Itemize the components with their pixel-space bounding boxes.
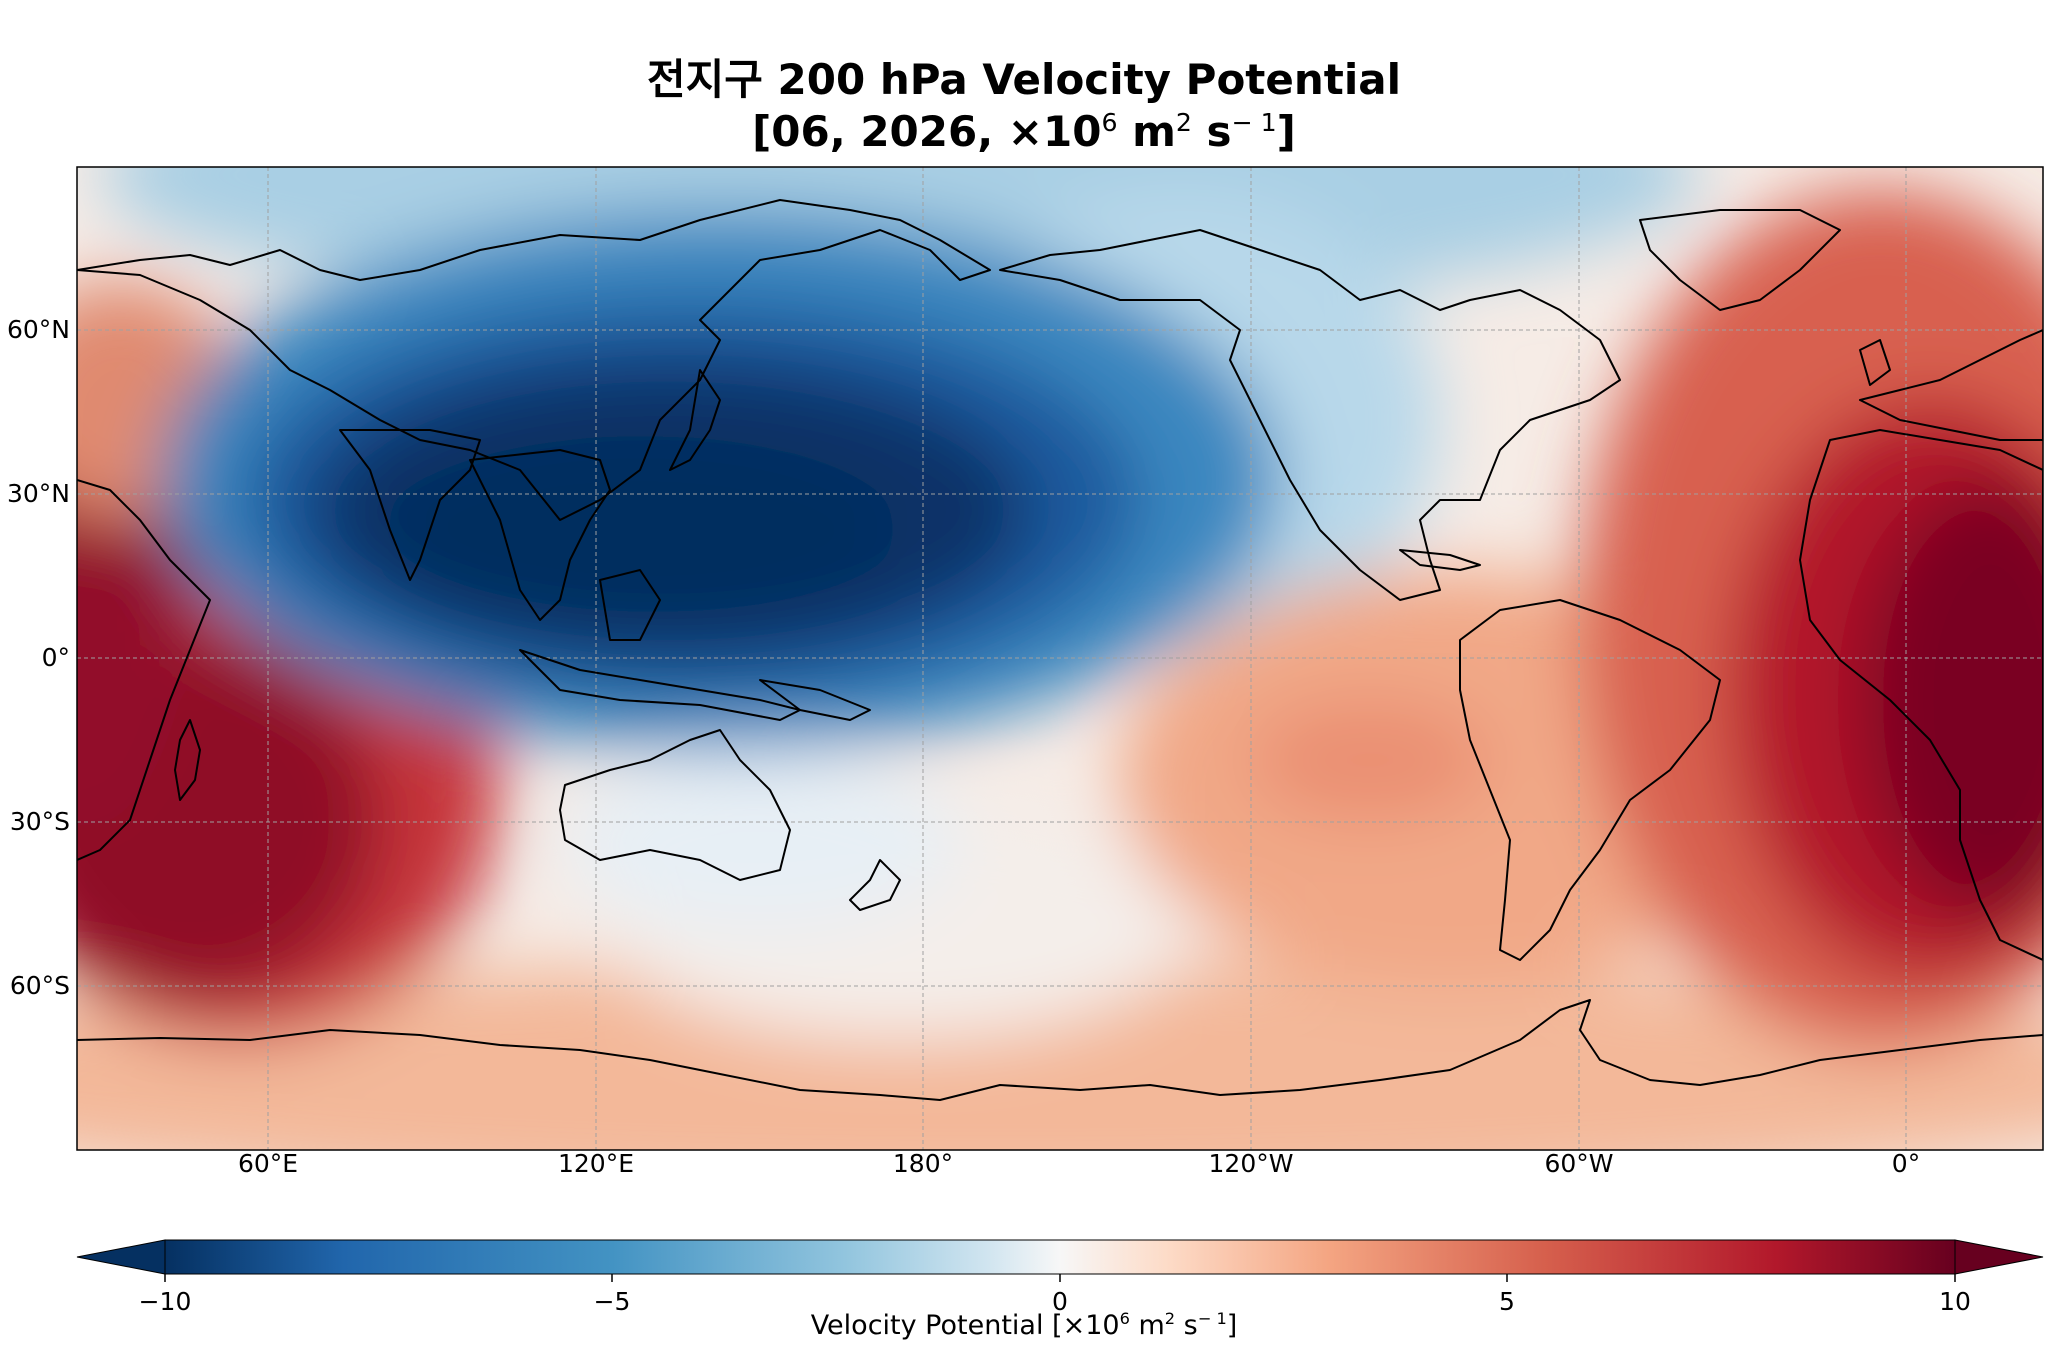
lon-label: 60°W [1544,1149,1613,1178]
coastlines [77,199,2043,1101]
colorbar-tick: 5 [1499,1287,1515,1316]
map-title-line2: [06, 2026, ×106 m2 s− 1] [752,107,1296,156]
lon-axis: 60°E 120°E 180° 120°W 60°W 0° [238,1149,1920,1178]
lat-axis: 60°N 30°N 0° 30°S 60°S [7,315,70,1000]
colorbar-tick: −5 [594,1287,631,1316]
colorbar-label: Velocity Potential [×106 m2 s− 1] [810,1309,1238,1341]
colorbar-tick: 0 [1052,1287,1068,1316]
colorbar-extend-high [1954,1239,2044,1275]
graticule [77,167,2043,1150]
colorbar-extend-low [76,1239,166,1275]
lat-label: 0° [42,643,70,672]
colorbar-tick: −10 [139,1287,192,1316]
lat-label: 30°S [10,807,70,836]
lon-label: 60°E [238,1149,298,1178]
lon-label: 120°E [558,1149,634,1178]
map-title-line1: 전지구 200 hPa Velocity Potential [647,55,1401,104]
lat-label: 60°S [10,971,70,1000]
lat-label: 60°N [7,315,70,344]
colorbar-body [164,1239,1956,1275]
lat-label: 30°N [7,479,70,508]
colorbar: −10 −5 0 5 10 [76,1239,2044,1316]
map-frame [76,166,2044,1151]
lon-label: 0° [1892,1149,1920,1178]
lon-label: 120°W [1209,1149,1294,1178]
colorbar-tick: 10 [1939,1287,1971,1316]
lon-label: 180° [893,1149,953,1178]
